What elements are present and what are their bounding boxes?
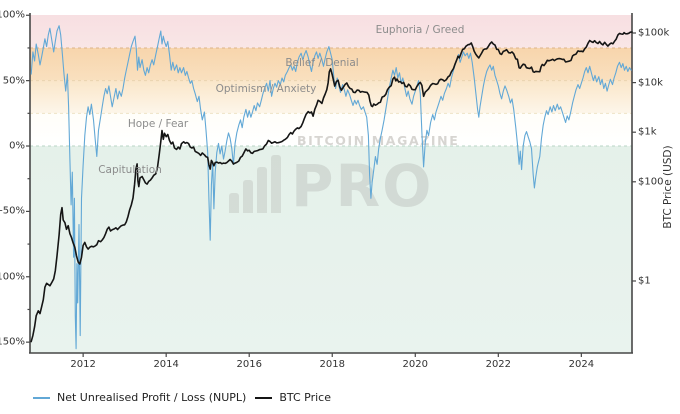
zone-band-4 bbox=[30, 146, 632, 353]
legend-item-btc-price[interactable]: BTC Price bbox=[255, 391, 331, 404]
zone-band-0 bbox=[30, 15, 632, 48]
zone-band-3 bbox=[30, 113, 632, 147]
zone-band-2 bbox=[30, 80, 632, 114]
legend-item-nupl[interactable]: Net Unrealised Profit / Loss (NUPL) bbox=[33, 391, 246, 404]
legend: Net Unrealised Profit / Loss (NUPL) BTC … bbox=[33, 391, 340, 404]
nupl-line-swatch bbox=[33, 396, 50, 399]
btc-line-swatch bbox=[255, 396, 273, 399]
legend-label-nupl: Net Unrealised Profit / Loss (NUPL) bbox=[57, 391, 247, 404]
series-line-nupl bbox=[30, 25, 632, 350]
series-line-btc-price bbox=[30, 31, 633, 343]
legend-label-btc-price: BTC Price bbox=[279, 391, 331, 404]
